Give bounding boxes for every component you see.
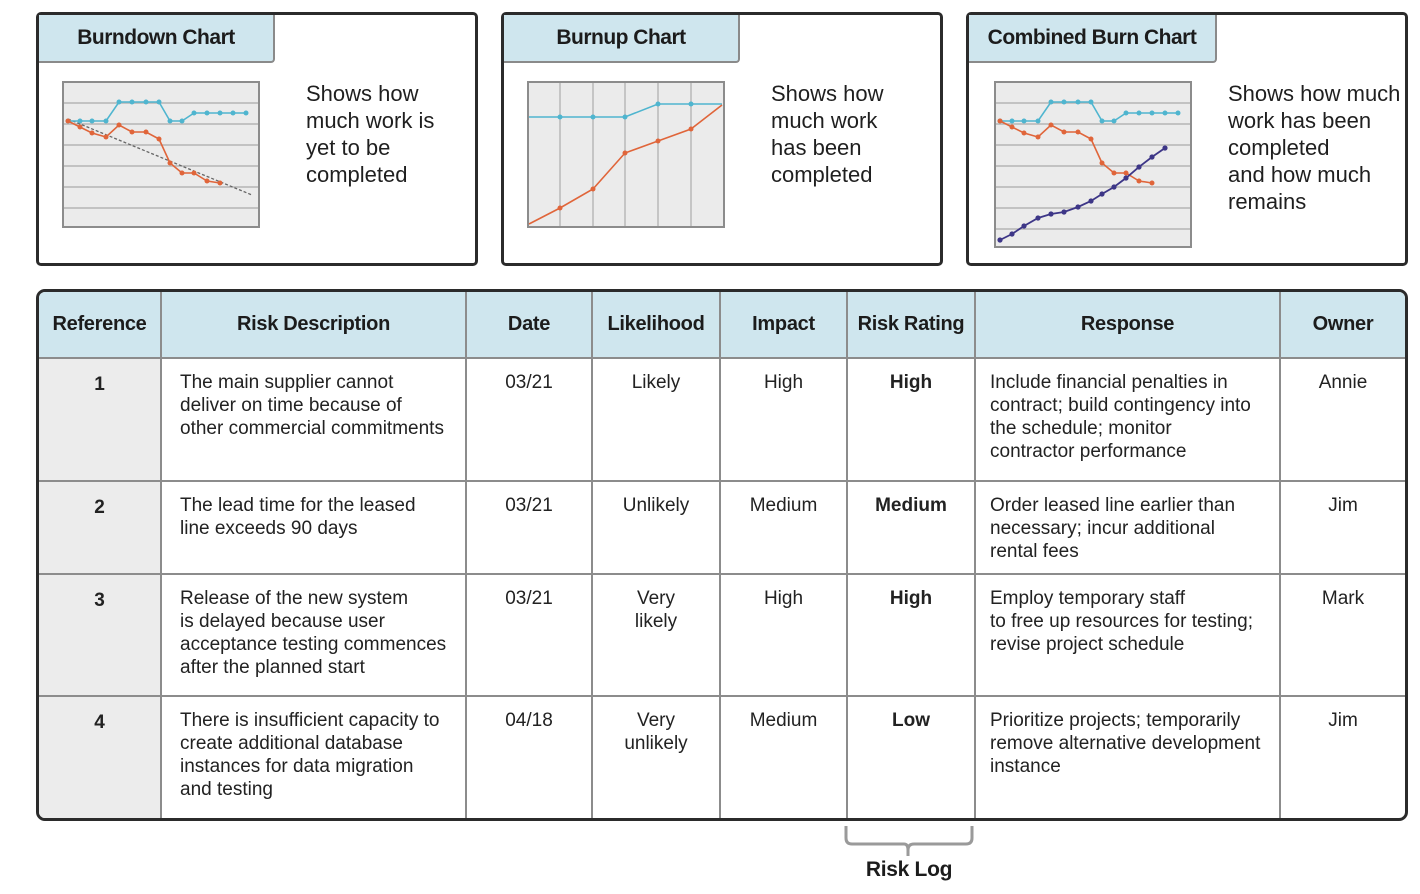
risk-description-cell: The main supplier cannot deliver on time… [161,358,467,482]
impact-cell: Medium [720,481,848,575]
combined-burn-title: Combined Burn Chart [969,15,1217,63]
table-header-row: Reference Risk Description Date Likeliho… [39,292,1405,359]
response-cell: Employ temporary staff to free up resour… [975,574,1281,697]
risk-rating-cell: High [847,574,976,697]
burnup-panel: Burnup Chart Shows how much work has bee… [501,12,943,266]
likelihood-line: Unlikely [622,495,690,516]
table-row: 4 There is insufficient capacity to crea… [39,696,1405,818]
date-cell: 03/21 [466,481,593,575]
risk-description-cell: Release of the new system is delayed bec… [161,574,467,697]
burndown-chart-icon [62,81,260,228]
table-row: 3 Release of the new system is delayed b… [39,574,1405,697]
burnup-title: Burnup Chart [504,15,740,63]
table-row: 1 The main supplier cannot deliver on ti… [39,358,1405,482]
owner-cell: Jim [1280,481,1405,575]
risk-rating-cell: Medium [847,481,976,575]
likelihood-cell: Very likely [592,574,721,697]
likelihood-cell: Very unlikely [592,696,721,818]
header-risk-description: Risk Description [161,292,467,359]
date-cell: 03/21 [466,358,593,482]
burndown-title: Burndown Chart [39,15,275,63]
risk-description-cell: There is insufficient capacity to create… [161,696,467,818]
burndown-panel: Burndown Chart Shows how much work is ye… [36,12,478,266]
description-line: and testing [180,779,273,800]
burnup-chart-icon [527,81,725,228]
response-line: Employ temporary staff [990,588,1186,609]
date-cell: 03/21 [466,574,593,697]
response-line: remove alternative development [990,733,1261,754]
description-line: line exceeds 90 days [180,518,358,539]
description-line: Release of the new system [180,588,409,609]
risk-log-label: Risk Log [865,858,953,881]
risk-description-cell: The lead time for the leased line exceed… [161,481,467,575]
response-line: contractor performance [990,441,1187,462]
description-line: The main supplier cannot [180,372,394,393]
impact-cell: High [720,574,848,697]
impact-cell: High [720,358,848,482]
impact-cell: Medium [720,696,848,818]
likelihood-cell: Likely [592,358,721,482]
likelihood-line: Very [636,710,676,731]
response-line: necessary; incur additional [990,518,1215,539]
description-line: instances for data migration [180,756,414,777]
risk-rating-cell: High [847,358,976,482]
response-line: Include financial penalties in [990,372,1228,393]
header-date: Date [466,292,593,359]
header-impact: Impact [720,292,848,359]
table-row: 2 The lead time for the leased line exce… [39,481,1405,575]
header-risk-rating: Risk Rating [847,292,976,359]
description-line: acceptance testing commences [180,634,447,655]
likelihood-line: Likely [631,372,681,393]
response-line: to free up resources for testing; [990,611,1253,632]
response-line: Prioritize projects; temporarily [990,710,1241,731]
burndown-description: Shows how much work is yet to be complet… [306,81,435,187]
response-line: rental fees [990,541,1079,562]
description-line: deliver on time because of [180,395,402,416]
description-line: other commercial commitments [180,418,444,439]
response-line: contract; build contingency into [990,395,1251,416]
response-line: the schedule; monitor [990,418,1172,439]
description-line: after the planned start [180,657,365,678]
description-line: is delayed because user [180,611,385,632]
description-line: There is insufficient capacity to [180,710,440,731]
owner-cell: Mark [1280,574,1405,697]
header-reference: Reference [39,292,162,359]
risk-rating-cell: Low [847,696,976,818]
burnup-description: Shows how much work has been completed [771,81,884,187]
response-cell: Include financial penalties in contract;… [975,358,1281,482]
likelihood-line: unlikely [624,733,688,754]
combined-burn-chart-icon [994,81,1192,248]
header-likelihood: Likelihood [592,292,721,359]
header-response: Response [975,292,1281,359]
likelihood-line: likely [634,611,678,632]
likelihood-cell: Unlikely [592,481,721,575]
description-line: The lead time for the leased [180,495,416,516]
likelihood-line: Very [636,588,676,609]
description-line: create additional database [180,733,403,754]
combined-burn-description: Shows how much work has been completed a… [1228,81,1401,214]
risk-log-table: Reference Risk Description Date Likeliho… [36,289,1408,821]
response-line: instance [990,756,1061,777]
owner-cell: Annie [1280,358,1405,482]
header-owner: Owner [1280,292,1405,359]
reference-cell: 2 [39,481,162,575]
reference-cell: 4 [39,696,162,818]
bracket-icon [844,826,974,856]
reference-cell: 1 [39,358,162,482]
response-line: Order leased line earlier than [990,495,1236,516]
response-cell: Order leased line earlier than necessary… [975,481,1281,575]
combined-burn-panel: Combined Burn Chart Shows how much work … [966,12,1408,266]
response-cell: Prioritize projects; temporarily remove … [975,696,1281,818]
reference-cell: 3 [39,574,162,697]
date-cell: 04/18 [466,696,593,818]
response-line: revise project schedule [990,634,1185,655]
owner-cell: Jim [1328,710,1358,731]
